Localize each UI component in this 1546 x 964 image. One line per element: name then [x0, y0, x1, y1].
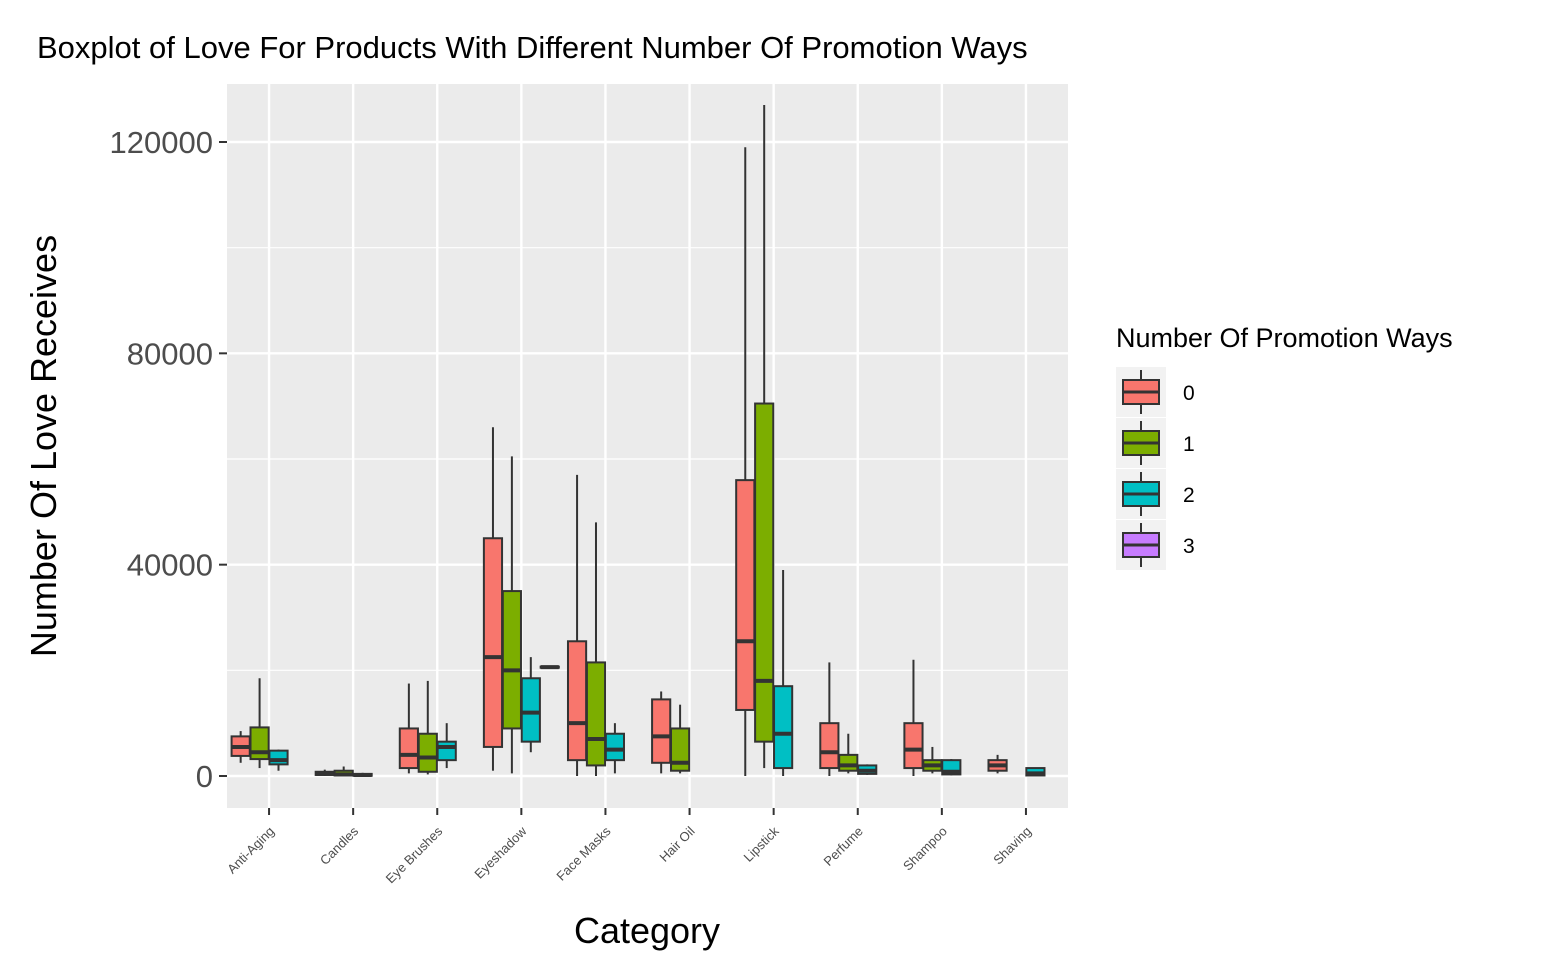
x-tick-label: Shampoo [900, 824, 950, 874]
box-shampoo-group-0 [903, 659, 924, 776]
x-tick-label: Candles [317, 823, 362, 868]
x-tick-label: Eye Brushes [383, 823, 446, 886]
box-hair-oil-group-1 [670, 704, 691, 774]
box-eye-brushes-group-1 [417, 680, 438, 775]
box-body [773, 685, 794, 770]
box-anti-aging-group-2 [268, 749, 289, 771]
box-body [585, 661, 607, 767]
box-body [249, 726, 270, 761]
box-body [436, 740, 457, 762]
box-eyeshadow-group-2 [520, 657, 541, 753]
box-body [482, 537, 504, 748]
legend-item-1: 1 [1116, 418, 1195, 468]
x-tick-label: Lipstick [741, 823, 783, 865]
box-body [604, 732, 625, 762]
box-face-masks-group-1 [585, 522, 607, 776]
box-candles-group-2 [352, 772, 373, 777]
legend-label: 1 [1183, 433, 1195, 456]
box-shaving-group-2 [1025, 767, 1046, 777]
box-perfume-group-0 [819, 662, 840, 776]
box-lipstick-group-1 [754, 105, 775, 769]
box-face-masks-group-2 [604, 723, 625, 774]
box-anti-aging-group-1 [249, 678, 270, 769]
box-hair-oil-group-0 [651, 691, 672, 774]
box-lipstick-group-2 [773, 569, 794, 776]
legend-item-2: 2 [1116, 469, 1195, 519]
box-body [838, 753, 859, 772]
box-series [230, 105, 1046, 777]
box-body [903, 722, 924, 770]
legend: Number Of Promotion Ways 0 1 2 3 [1116, 323, 1453, 570]
box-shaving-group-0 [987, 754, 1008, 774]
x-axis-title: Category [574, 910, 720, 951]
x-tick-label: Hair Oil [656, 823, 697, 864]
box-eyeshadow-group-3 [539, 665, 560, 670]
legend-label: 2 [1183, 484, 1195, 507]
box-body [670, 727, 691, 772]
y-tick-label: 0 [196, 759, 213, 794]
y-tick-label: 80000 [127, 336, 213, 371]
x-tick-label: Eyeshadow [471, 823, 530, 882]
plot-panel [227, 84, 1068, 808]
box-perfume-group-1 [838, 733, 859, 774]
legend-title: Number Of Promotion Ways [1116, 323, 1453, 353]
box-body [819, 722, 840, 770]
box-body [417, 732, 438, 773]
box-body [735, 479, 756, 711]
box-body [268, 749, 289, 766]
x-tick-label: Anti-Aging [224, 824, 277, 877]
y-axis: 0 40000 80000 120000 [110, 125, 227, 794]
y-axis-title: Number Of Love Receives [23, 235, 64, 657]
box-body [651, 698, 672, 764]
box-body [501, 590, 522, 730]
box-body [520, 677, 541, 743]
box-body [754, 402, 775, 743]
legend-label: 0 [1183, 382, 1195, 405]
box-body [398, 727, 419, 770]
legend-item-0: 0 [1116, 367, 1195, 417]
x-axis: Anti-Aging Candles Eye Brushes Eyeshadow Fac… [224, 808, 1034, 886]
box-body [566, 640, 588, 762]
x-tick-label: Shaving [990, 824, 1034, 868]
x-tick-label: Face Masks [553, 823, 614, 884]
legend-keys: 0 1 2 3 [1116, 367, 1195, 570]
legend-item-3: 3 [1116, 520, 1195, 570]
box-anti-aging-group-0 [230, 731, 251, 763]
y-tick-label: 40000 [127, 548, 213, 583]
legend-label: 3 [1183, 535, 1195, 558]
y-tick-label: 120000 [110, 125, 213, 160]
chart-title: Boxplot of Love For Products With Differ… [37, 30, 1028, 65]
box-eyeshadow-group-1 [501, 456, 522, 774]
box-perfume-group-2 [857, 764, 878, 775]
box-eye-brushes-group-2 [436, 723, 457, 769]
box-shampoo-group-2 [941, 759, 962, 776]
x-tick-label: Perfume [821, 824, 866, 869]
